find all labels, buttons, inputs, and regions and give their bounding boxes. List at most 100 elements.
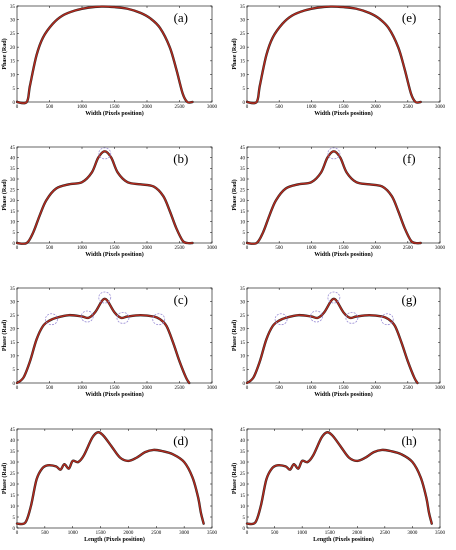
x-tick-label: 2000 <box>371 386 382 391</box>
x-tick-label: 1500 <box>339 105 350 110</box>
y-tick-label: 10 <box>10 73 16 78</box>
chart-panel: 0 500 1000 1500 2000 2500 3000 0 5 10 15 20 25 30 35 40… <box>1 146 218 258</box>
x-tick-label: 500 <box>41 531 49 536</box>
panel-label: (g) <box>402 292 417 307</box>
panel-label: (a) <box>174 10 188 25</box>
y-tick-label: 5 <box>243 516 246 521</box>
x-tick-label: 1500 <box>110 105 121 110</box>
y-tick-label: 25 <box>10 314 16 319</box>
highlight-circle <box>327 291 341 304</box>
x-tick-label: 3000 <box>435 386 446 391</box>
y-tick-label: 10 <box>10 355 16 360</box>
y-tick-label: 5 <box>13 516 16 521</box>
y-axis-label: Phase (Rad) <box>1 38 8 69</box>
y-tick-label: 5 <box>13 368 16 373</box>
x-tick-label: 1500 <box>110 246 121 251</box>
x-tick-label: 0 <box>246 531 249 536</box>
x-tick-label: 0 <box>16 105 19 110</box>
x-axis-label: Length (Pixels position) <box>313 536 374 543</box>
x-tick-label: 3000 <box>407 531 418 536</box>
x-tick-label: 2000 <box>123 531 134 536</box>
y-tick-label: 25 <box>10 472 16 477</box>
y-tick-label: 0 <box>243 242 246 247</box>
y-tick-label: 10 <box>240 355 246 360</box>
x-tick-label: 2500 <box>403 246 414 251</box>
x-tick-label: 0 <box>246 386 249 391</box>
y-tick-label: 35 <box>240 450 246 455</box>
series-line-shadow <box>15 5 194 105</box>
series-line-shadow <box>245 297 419 385</box>
x-tick-label: 2500 <box>403 105 414 110</box>
chart-panel: 0 500 1000 1500 2000 2500 3000 0 5 10 15 20 25 30 35 Wi… <box>231 5 446 117</box>
highlight-circle <box>80 310 94 323</box>
y-tick-label: 45 <box>10 146 16 151</box>
x-tick-label: 2500 <box>403 386 414 391</box>
x-tick-label: 1500 <box>96 531 107 536</box>
panel-label: (h) <box>402 433 417 448</box>
y-tick-label: 30 <box>10 461 16 466</box>
y-axis-label: Phase (Rad) <box>231 320 238 351</box>
y-tick-label: 35 <box>240 5 246 10</box>
y-tick-label: 45 <box>240 428 246 433</box>
x-tick-label: 1000 <box>77 105 88 110</box>
x-tick-label: 3000 <box>435 105 446 110</box>
x-tick-label: 2000 <box>142 105 153 110</box>
plot-frame <box>16 428 213 529</box>
y-tick-label: 20 <box>10 483 16 488</box>
x-tick-label: 500 <box>275 246 283 251</box>
series-line-shadow <box>15 297 191 385</box>
x-tick-label: 1500 <box>110 386 121 391</box>
y-tick-label: 20 <box>10 46 16 51</box>
x-tick-label: 0 <box>16 531 19 536</box>
y-tick-label: 15 <box>240 210 246 215</box>
x-tick-label: 500 <box>46 386 54 391</box>
series-line <box>16 298 190 384</box>
y-tick-label: 5 <box>13 87 16 92</box>
highlight-circle <box>345 311 359 324</box>
x-tick-label: 500 <box>46 105 54 110</box>
x-tick-label: 2000 <box>142 386 153 391</box>
x-tick-label: 1500 <box>325 531 336 536</box>
series-line <box>246 298 419 384</box>
y-tick-label: 35 <box>240 287 246 292</box>
x-axis-label: Length (Pixels position) <box>84 536 145 543</box>
x-tick-label: 3500 <box>435 531 446 536</box>
x-tick-label: 2500 <box>175 246 186 251</box>
series-line-shadow <box>245 150 422 245</box>
y-tick-label: 40 <box>10 439 16 444</box>
y-tick-label: 20 <box>240 199 246 204</box>
x-tick-label: 2000 <box>371 246 382 251</box>
x-tick-label: 500 <box>275 386 283 391</box>
panel-label: (e) <box>402 10 416 25</box>
x-tick-label: 2500 <box>380 531 391 536</box>
chart-panel: 0 500 1000 1500 2000 2500 3000 3500 0 5 10 15 20 25 30… <box>231 428 446 543</box>
x-tick-label: 1000 <box>306 246 317 251</box>
y-tick-label: 15 <box>240 341 246 346</box>
x-tick-label: 0 <box>16 386 19 391</box>
y-tick-label: 25 <box>10 32 16 37</box>
plot-frame <box>246 428 441 529</box>
chart-panel: 0 500 1000 1500 2000 2500 3000 0 5 10 15 20 25 30 35 40… <box>231 146 446 258</box>
y-tick-label: 30 <box>10 19 16 24</box>
y-tick-label: 10 <box>240 505 246 510</box>
x-tick-label: 500 <box>271 531 279 536</box>
y-tick-label: 15 <box>10 60 16 65</box>
x-tick-label: 1000 <box>306 105 317 110</box>
y-tick-label: 30 <box>240 461 246 466</box>
panel-label: (c) <box>174 292 188 307</box>
y-tick-label: 20 <box>240 483 246 488</box>
x-axis-label: Width (Pixels position) <box>85 251 144 258</box>
chart-panel: 0 500 1000 1500 2000 2500 3000 0 5 10 15 20 25 30 35 Wi… <box>1 287 218 398</box>
y-tick-label: 10 <box>240 73 246 78</box>
panel-label: (f) <box>403 151 416 166</box>
x-tick-label: 2500 <box>175 386 186 391</box>
y-tick-label: 20 <box>10 199 16 204</box>
x-tick-label: 500 <box>46 246 54 251</box>
y-tick-label: 20 <box>10 328 16 333</box>
y-axis-label: Phase (Rad) <box>231 179 238 210</box>
panel-label: (b) <box>173 151 188 166</box>
x-axis-label: Width (Pixels position) <box>85 391 144 398</box>
x-axis-label: Width (Pixels position) <box>85 110 144 117</box>
x-tick-label: 0 <box>246 105 249 110</box>
x-tick-label: 500 <box>275 105 283 110</box>
